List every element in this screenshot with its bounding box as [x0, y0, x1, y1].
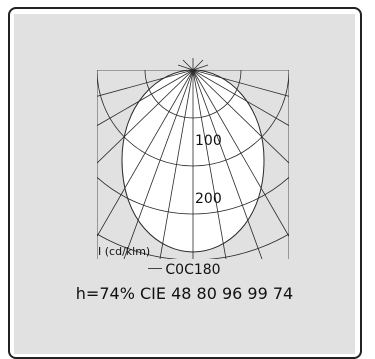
grid-ray	[192, 70, 289, 164]
origin-spike	[192, 59, 204, 71]
grid-ray	[192, 70, 263, 259]
legend-line-swatch	[148, 267, 163, 269]
grid-ray	[97, 70, 194, 164]
grid-label-200: 200	[195, 191, 222, 207]
legend-label: C0C180	[165, 262, 221, 278]
unit-label: I (cd/klm)	[98, 245, 150, 258]
grid-ray	[97, 70, 194, 127]
origin-spike	[192, 64, 209, 71]
grid-ring	[97, 176, 289, 215]
efficiency-summary: h=74% CIE 48 80 96 99 74	[75, 284, 294, 303]
grid-ray	[192, 70, 289, 127]
grid-ray	[123, 70, 194, 259]
grid-ray	[97, 70, 194, 238]
legend: C0C180	[14, 261, 355, 279]
origin-spike	[182, 59, 194, 71]
grid-label-100: 100	[195, 133, 222, 149]
grid-ring	[144, 70, 242, 119]
grid-ray	[192, 70, 289, 238]
origin-spike	[177, 64, 194, 71]
grid-ray	[159, 70, 194, 259]
grid-ray	[97, 70, 194, 97]
grid-ring	[97, 70, 289, 167]
grid-ray	[192, 70, 289, 97]
grid-ray	[192, 70, 227, 259]
